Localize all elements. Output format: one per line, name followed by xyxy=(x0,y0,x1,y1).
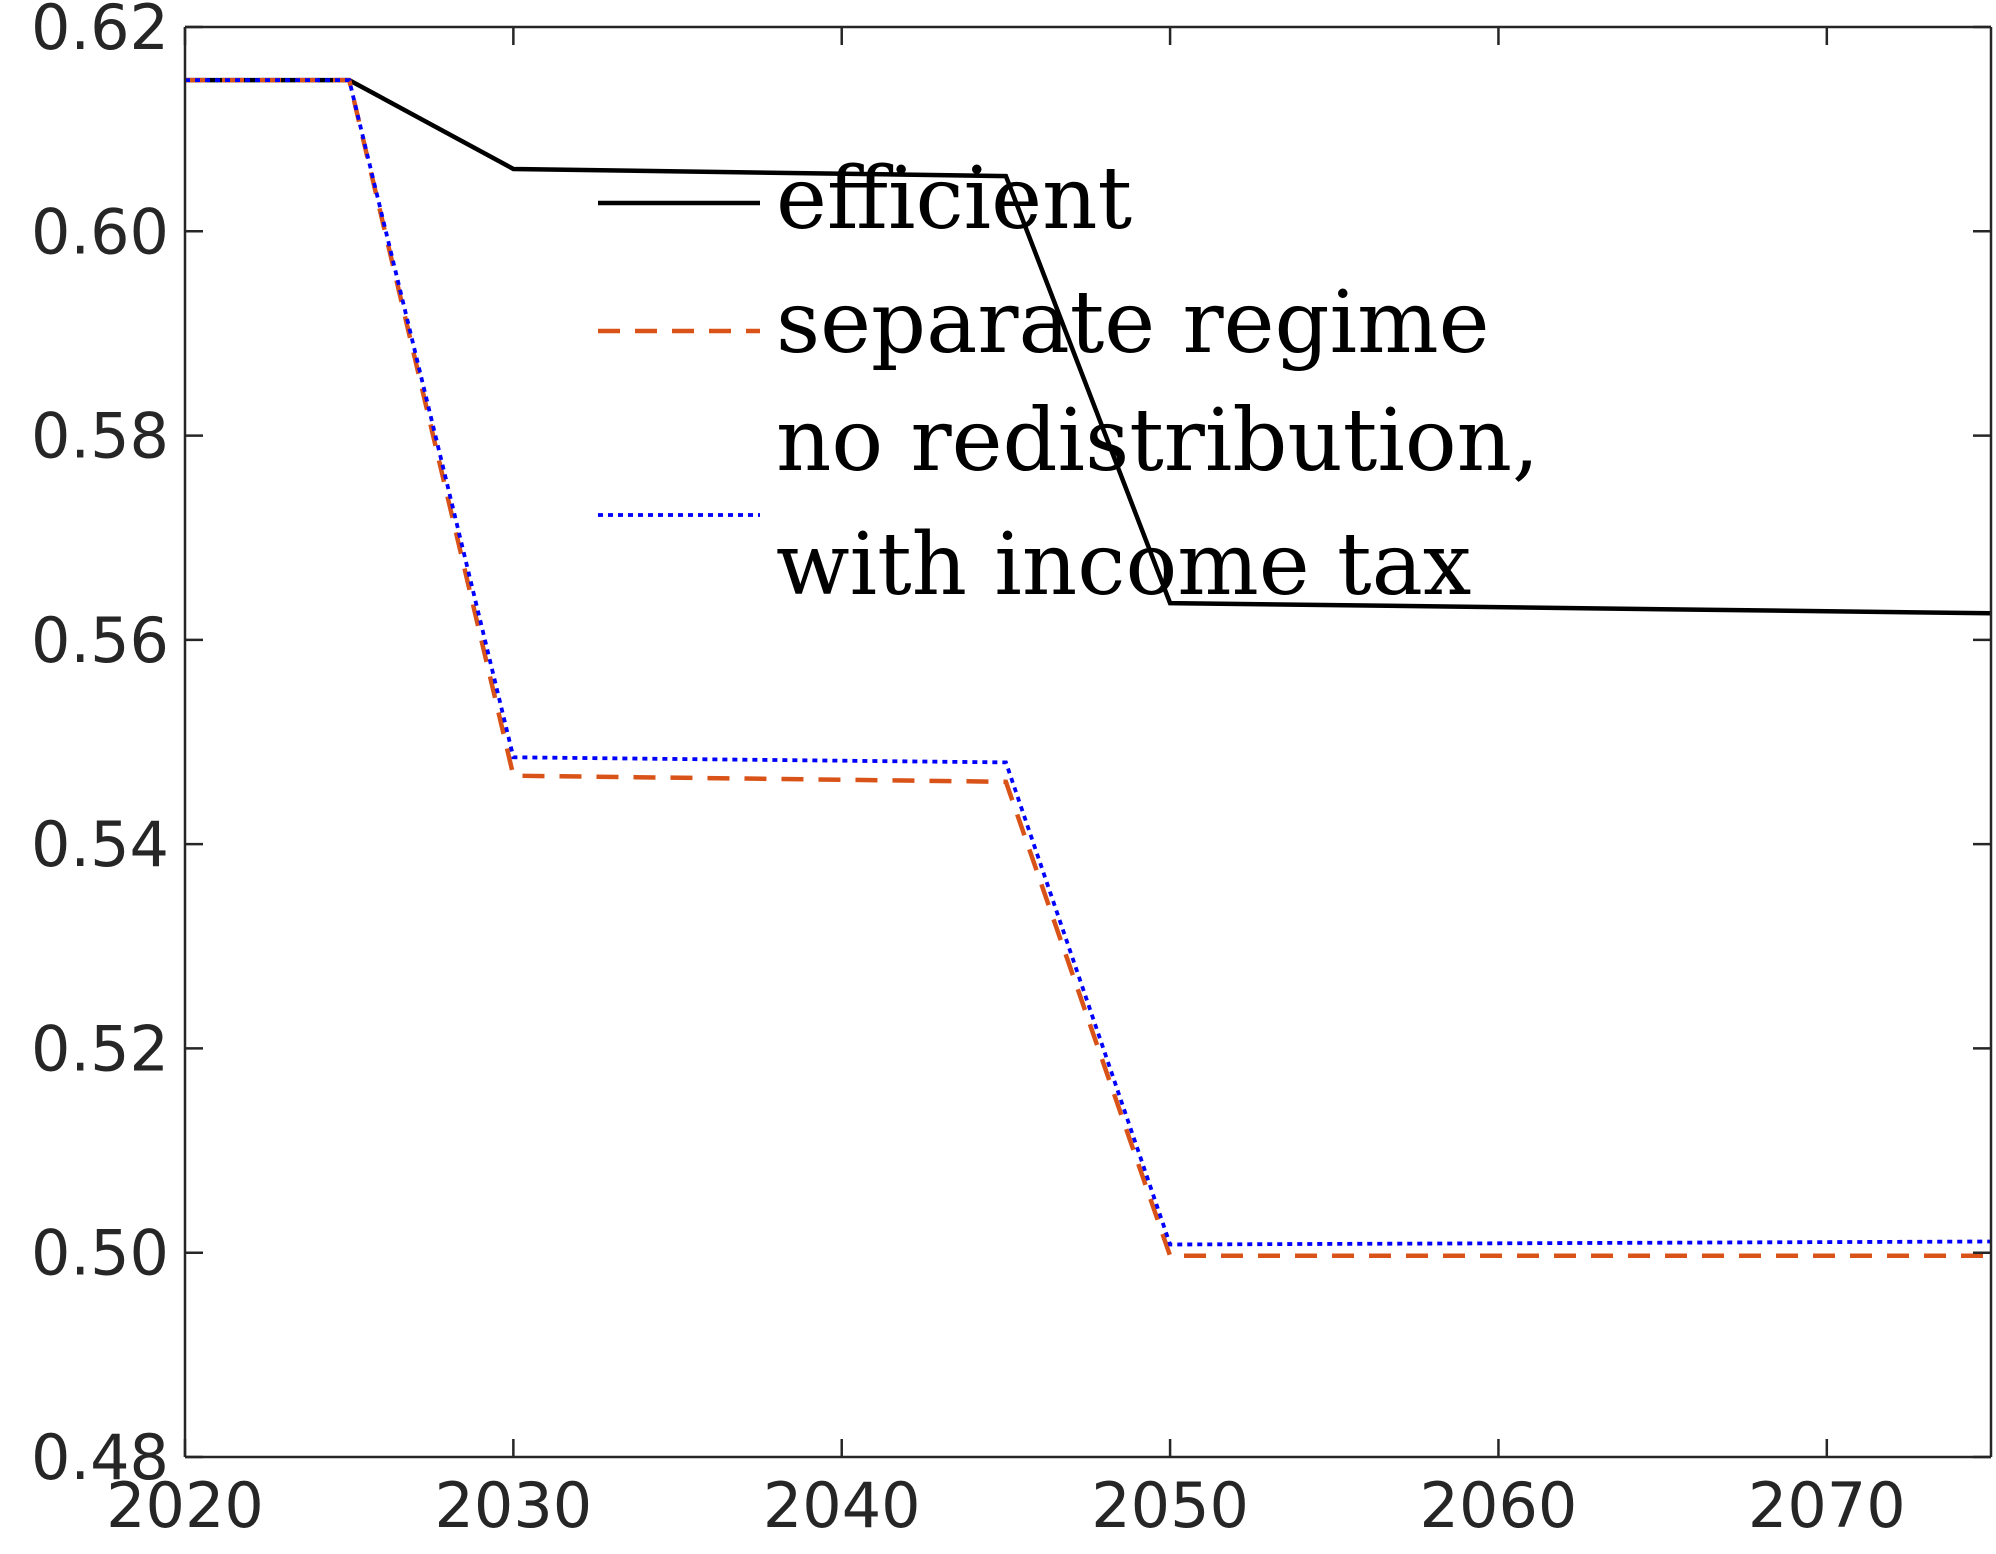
legend-label-1: separate regime xyxy=(776,273,1490,373)
legend: efficient separate regime no redistributio… xyxy=(598,149,1539,615)
series-line-1 xyxy=(185,77,1991,1259)
y-tick-label: 0.56 xyxy=(31,604,169,677)
y-tick-label: 0.50 xyxy=(31,1217,169,1290)
legend-label-2: with income tax xyxy=(776,515,1471,615)
y-tick-label: 0.54 xyxy=(31,808,169,881)
series-lines xyxy=(185,77,1992,1259)
y-tick-label: 0.52 xyxy=(31,1012,169,1085)
y-tick-label: 0.58 xyxy=(31,400,169,473)
y-tick-label: 0.60 xyxy=(31,195,169,268)
plot-background xyxy=(185,27,1991,1457)
legend-label-0: efficient xyxy=(776,149,1132,249)
x-tick-label: 2070 xyxy=(1748,1469,1906,1542)
y-tick-label: 0.62 xyxy=(31,0,169,64)
x-tick-label: 2030 xyxy=(434,1469,592,1542)
y-tick-label: 0.48 xyxy=(31,1421,169,1494)
x-tick-label: 2060 xyxy=(1420,1469,1578,1542)
axes xyxy=(183,25,1993,1459)
series-line-0 xyxy=(185,77,1992,616)
x-tick-label: 2040 xyxy=(763,1469,921,1542)
x-tick-label: 2020 xyxy=(106,1469,264,1542)
legend-label-2: no redistribution, xyxy=(776,391,1539,491)
x-tick-label: 2050 xyxy=(1091,1469,1249,1542)
axis-ticks: 2020 2030 2040 2050 2060 2070 0.48 0.50 0.52 0.54… xyxy=(31,0,1991,1542)
